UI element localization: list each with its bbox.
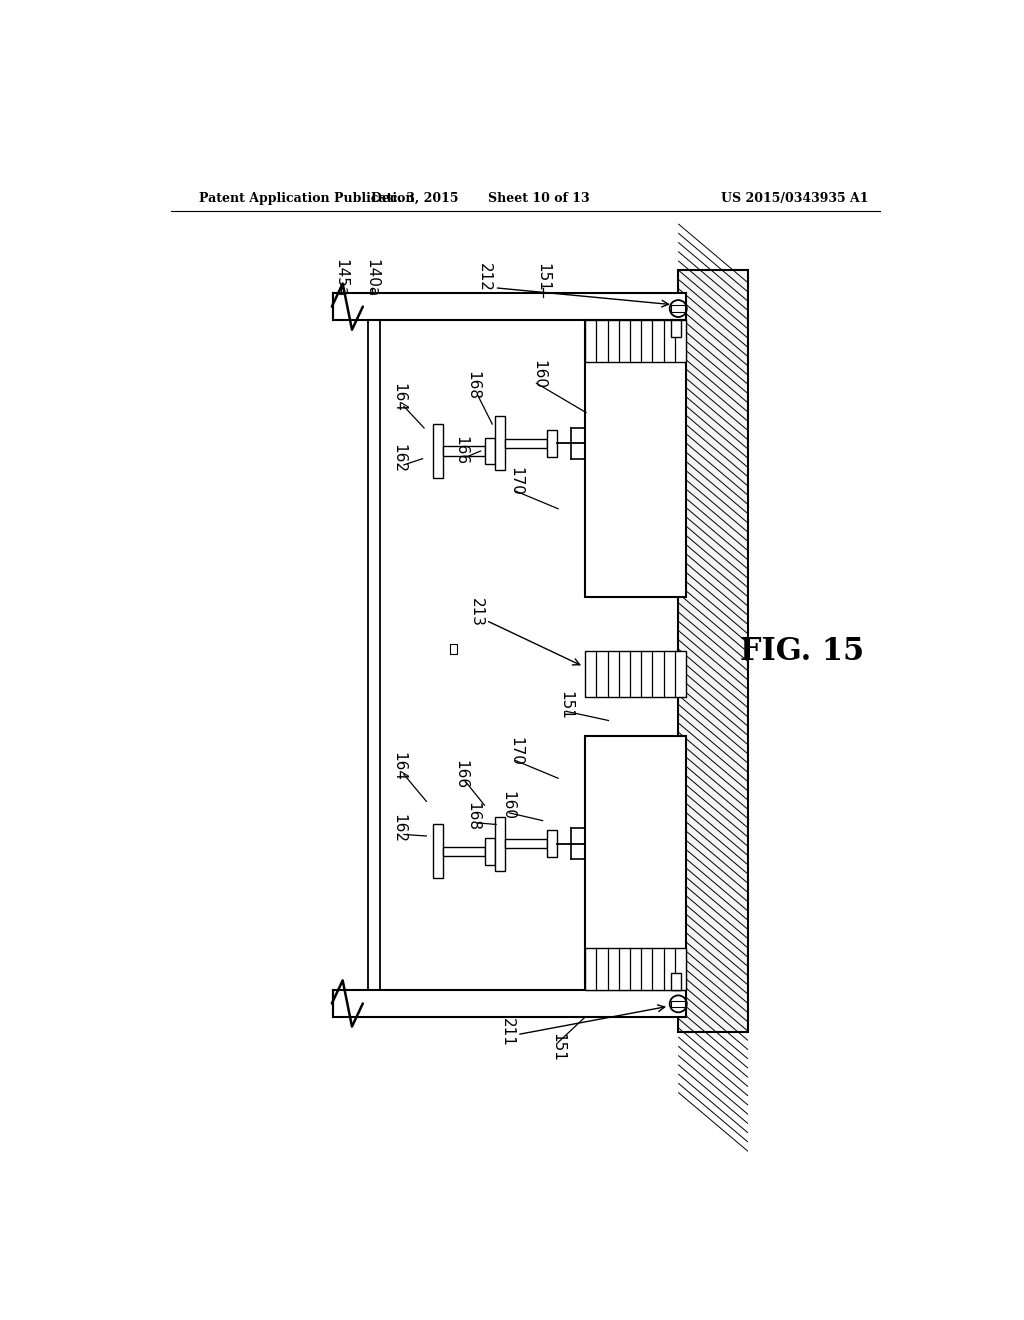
Bar [433, 825, 442, 878]
Bar [586, 651, 686, 697]
Text: FIG. 15: FIG. 15 [740, 636, 864, 667]
Bar [586, 948, 686, 990]
Bar [442, 446, 485, 455]
Text: Dec. 3, 2015: Dec. 3, 2015 [371, 191, 459, 205]
Bar [672, 305, 685, 312]
Text: 140a: 140a [365, 259, 380, 297]
Text: 211: 211 [501, 1018, 515, 1047]
Bar [496, 817, 505, 871]
Bar [547, 430, 557, 457]
Bar [547, 830, 557, 857]
Bar [334, 293, 686, 321]
Text: US 2015/0343935 A1: US 2015/0343935 A1 [721, 191, 868, 205]
Text: Sheet 10 of 13: Sheet 10 of 13 [488, 191, 590, 205]
Text: 145a: 145a [334, 259, 348, 297]
Bar [433, 424, 442, 478]
Bar [671, 321, 681, 337]
Text: 168: 168 [465, 803, 480, 832]
Bar [505, 840, 547, 849]
Text: Patent Application Publication: Patent Application Publication [200, 191, 415, 205]
Text: 213: 213 [469, 598, 484, 627]
Text: 212: 212 [477, 263, 492, 292]
Text: 168: 168 [465, 371, 480, 400]
Text: 160: 160 [501, 791, 515, 820]
Text: 166: 166 [454, 437, 469, 466]
Text: 170: 170 [508, 467, 523, 496]
Bar [505, 438, 547, 447]
Bar [450, 644, 458, 655]
Text: 164: 164 [392, 383, 407, 412]
Bar [586, 737, 686, 990]
Text: 162: 162 [392, 445, 407, 473]
Bar [442, 847, 485, 855]
Text: 164: 164 [392, 752, 407, 781]
Text: 151: 151 [551, 1034, 565, 1063]
Text: 162: 162 [392, 814, 407, 842]
Bar [485, 437, 495, 465]
Bar [671, 973, 681, 990]
Bar [672, 1001, 685, 1007]
Bar [678, 271, 748, 1032]
Bar [334, 990, 686, 1016]
Bar [496, 416, 505, 470]
Bar [586, 321, 686, 363]
Text: 170: 170 [508, 737, 523, 766]
Text: 151: 151 [536, 263, 550, 292]
Bar [485, 838, 495, 865]
Text: 160: 160 [531, 359, 546, 388]
Text: 166: 166 [454, 760, 469, 789]
Text: 151: 151 [558, 690, 573, 719]
Bar [586, 321, 686, 598]
